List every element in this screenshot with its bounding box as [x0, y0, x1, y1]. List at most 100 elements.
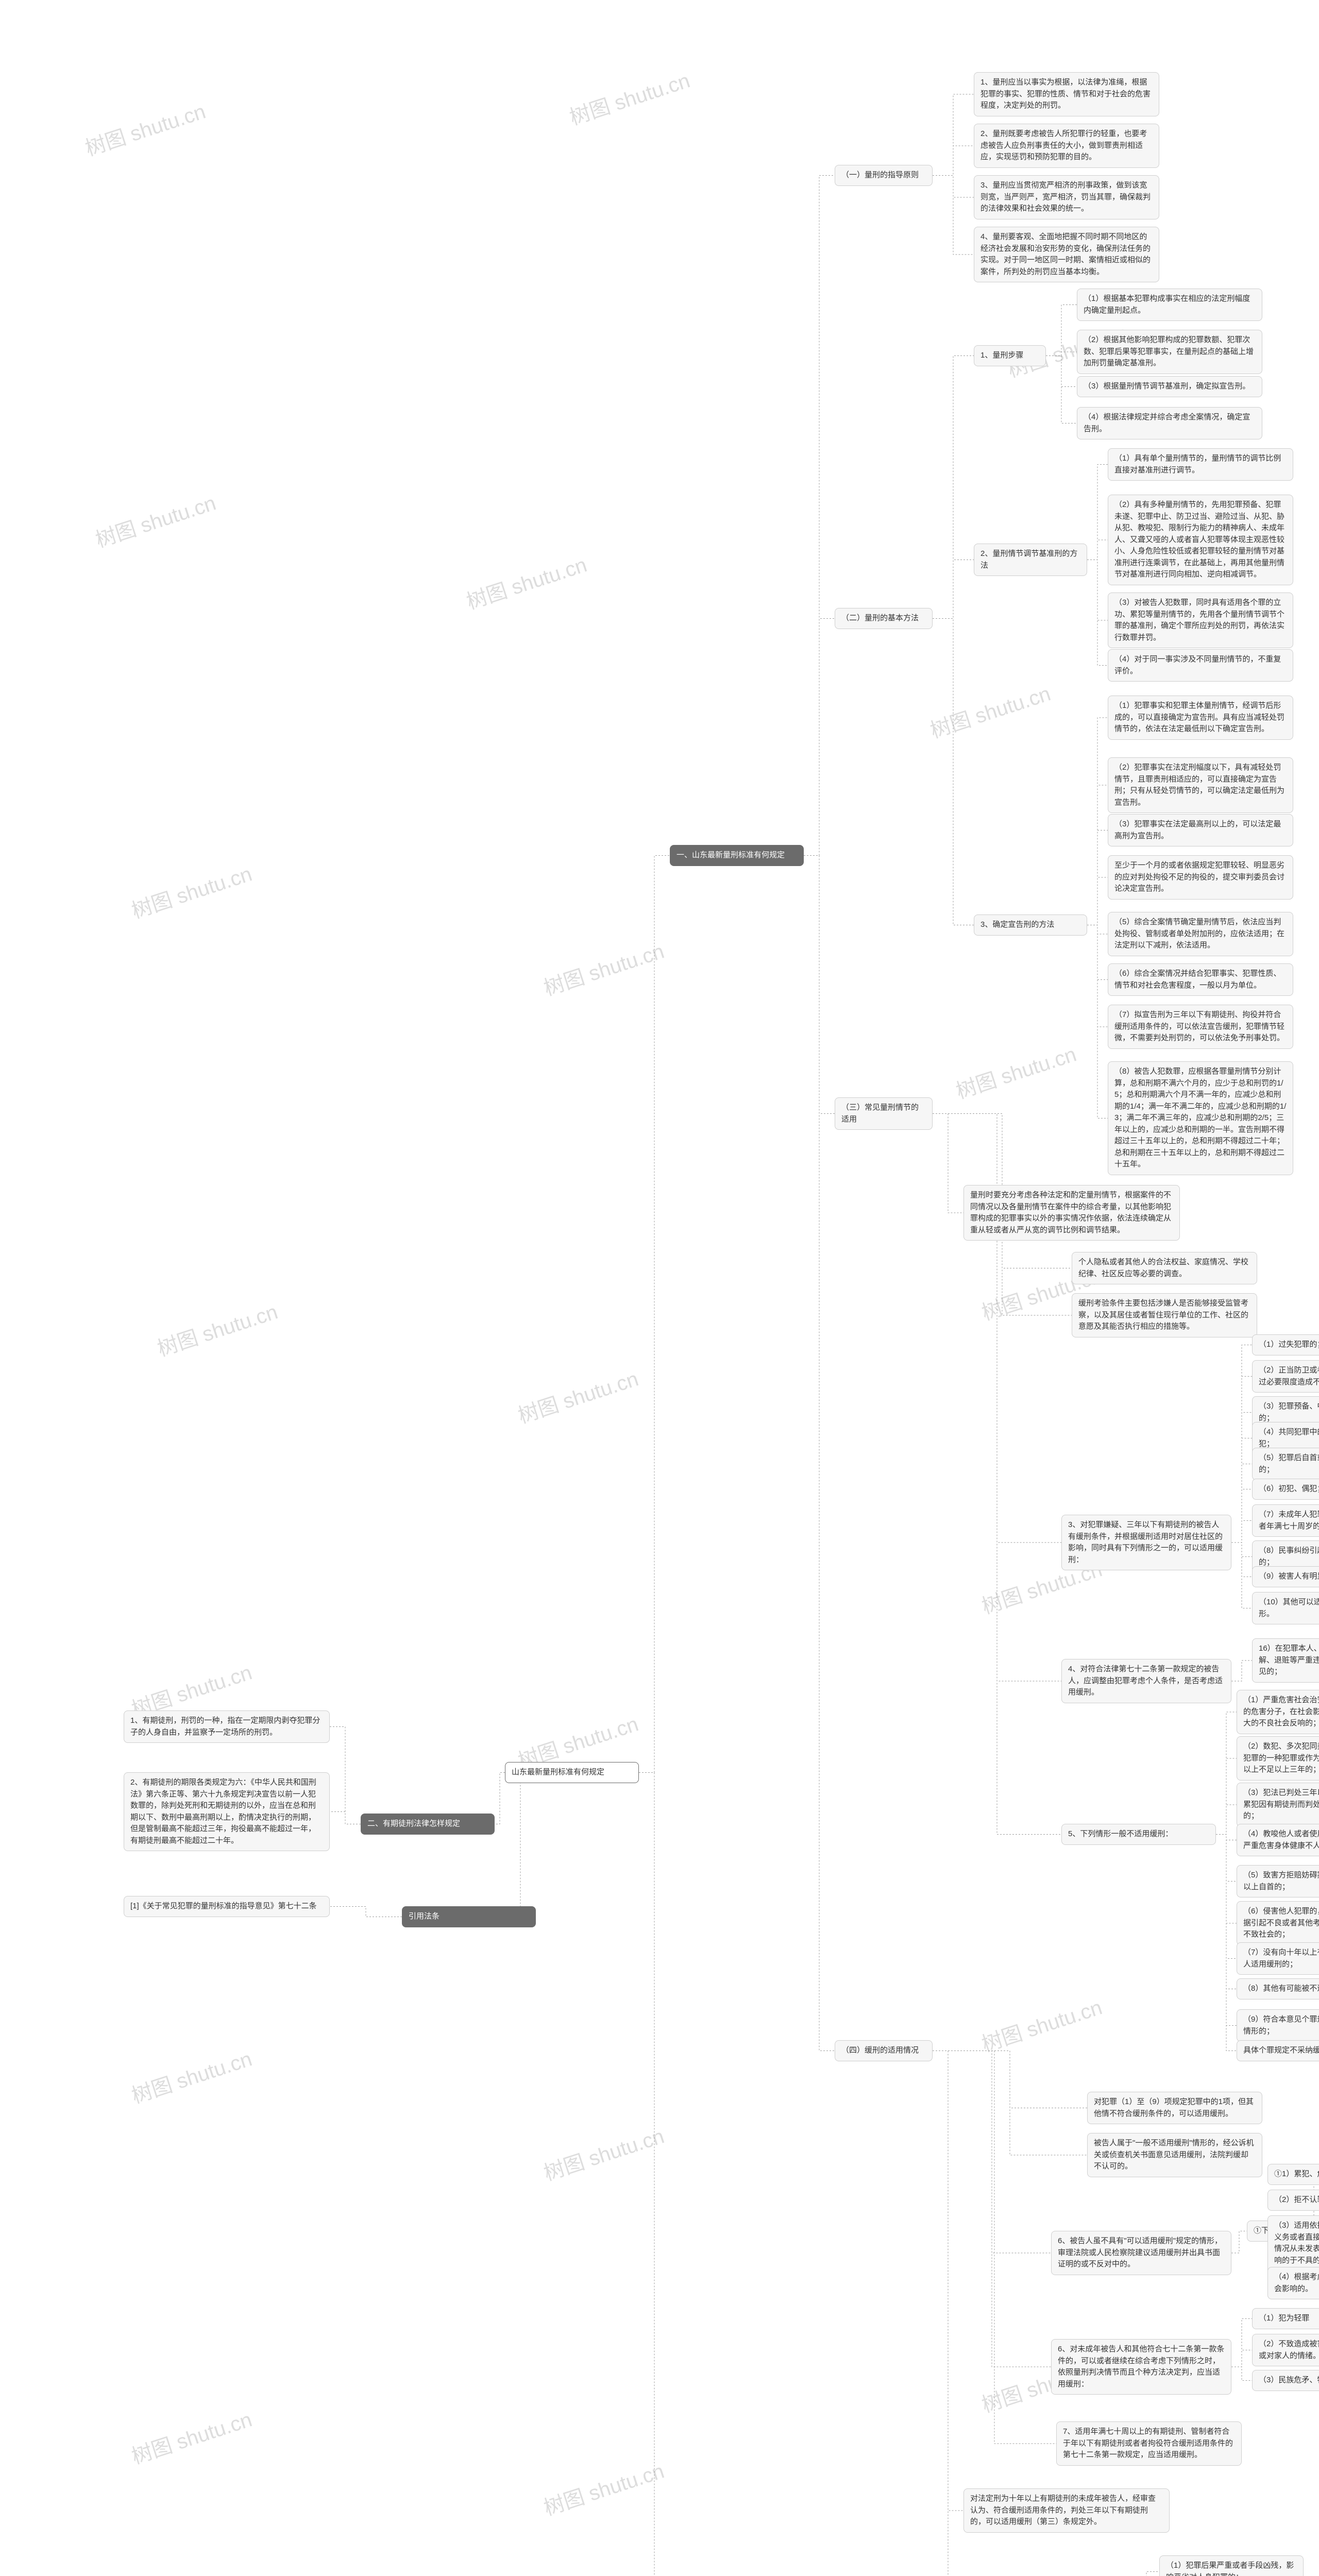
edge: [933, 146, 974, 176]
mindmap-node: 6、对未成年被告人和其他符合七十二条第一款条件的，可以或者继续在综合考虑下列情形…: [1051, 2339, 1231, 2395]
mindmap-node: 量刑时要充分考虑各种法定和酌定量刑情节，根据案件的不同情况以及各量刑情节在案件中…: [963, 1185, 1180, 1241]
mindmap-node: （1）严重危害社会治安，造成经久性的危害分子，在社会影响大而造成较大的不良社会反…: [1237, 1690, 1319, 1734]
edge: [1046, 305, 1077, 356]
mindmap-node: 1、量刑应当以事实为根据，以法律为准绳，根据犯罪的事实、犯罪的性质、情节和对于社…: [974, 72, 1159, 116]
edge: [1231, 2350, 1252, 2367]
edge: [804, 619, 835, 856]
mindmap-node: （7）没有向十年以上有期徒刑的被告人适用缓刑的；: [1237, 1942, 1319, 1975]
edge: [1134, 2572, 1159, 2576]
mindmap-node: 山东最新量刑标准有何规定: [505, 1762, 639, 1783]
edge: [933, 94, 974, 176]
edge: [1087, 925, 1108, 1118]
mindmap-node: （1）根据基本犯罪构成事实在相应的法定刑幅度内确定量刑起点。: [1077, 289, 1262, 321]
mindmap-node: （1）过失犯罪的；: [1252, 1334, 1319, 1355]
edge: [1046, 356, 1077, 423]
mindmap-node: （二）量刑的基本方法: [835, 608, 933, 629]
mindmap-node: （四）缓刑的适用情况: [835, 2040, 933, 2061]
mindmap-node: （6）综合全案情况并结合犯罪事实、犯罪性质、情节和对社会危害程度，一般以月为单位…: [1108, 963, 1293, 996]
mindmap-node: （3）犯法已判处三年以上有期徒刑的累犯因有期徒刑而判处缓刑后再犯罪的；: [1237, 1783, 1319, 1827]
mindmap-node: 3、量刑应当贯彻宽严相济的刑事政策，做到该宽则宽，当严则严，宽严相济，罚当其罪，…: [974, 175, 1159, 219]
edge: [804, 856, 835, 2051]
mindmap-node: 2、量刑情节调节基准刑的方法: [974, 544, 1087, 576]
mindmap-node: （1）具有单个量刑情节的，量刑情节的调节比例直接对基准刑进行调节。: [1108, 448, 1293, 481]
edge: [330, 1727, 361, 1824]
mindmap-node: 3、对犯罪嫌疑、三年以下有期徒刑的被告人有缓刑条件，并根据缓刑适用时对居住社区的…: [1061, 1515, 1231, 1570]
mindmap-node: 4、对符合法律第七十二条第一款规定的被告人，应调整由犯罪考虑个人条件，是否考虑适…: [1061, 1659, 1231, 1703]
edge: [330, 1812, 361, 1824]
mindmap-node: （4）对于同一事实涉及不同量刑情节的，不重复评价。: [1108, 649, 1293, 682]
mindmap-node: 1、有期徒刑，刑罚的一种，指在一定期限内剥夺犯罪分子的人身自由，并监察予一定场所…: [124, 1710, 330, 1743]
edge: [330, 1907, 402, 1917]
edge: [639, 856, 670, 1773]
mindmap-node: （4）根据考虑南予出报社会影响的。: [1267, 2267, 1319, 2299]
mindmap-node: （4）教唆他人或者使用传唆犯罪手段严重危害身体健康不人犯罪的；: [1237, 1824, 1319, 1856]
mindmap-node: （5）综合全案情节确定量刑情节后，依法应当判处拘役、管制或者单处附加刑的，应依法…: [1108, 912, 1293, 956]
mindmap-node: 7、适用年满七十周以上的有期徒刑、管制者符合于年以下有期徒刑或者者拘役符合缓刑适…: [1056, 2421, 1242, 2466]
mindmap-node: （4）根据法律规定并综合考虑全案情况，确定宣告刑。: [1077, 407, 1262, 439]
edge: [1087, 465, 1108, 560]
mindmap-node: 2、量刑既要考虑被告人所犯罪行的轻重，也要考虑被告人应负刑事责任的大小，做到罪责…: [974, 124, 1159, 168]
edge: [1216, 1805, 1237, 1835]
mindmap-node: 被告人属于"一般不适用缓刑"情形的，经公诉机关或侦查机关书面意见适用缓刑，法院判…: [1087, 2133, 1262, 2177]
mindmap-node: （2）犯罪事实在法定刑幅度以下，具有减轻处罚情节，且罪责刑相适应的，可以直接确定…: [1108, 757, 1293, 813]
edge: [933, 2051, 1051, 2253]
mindmap-node: （2）不致造成被害犯被告人或对家人的情绪。: [1252, 2334, 1319, 2366]
edge: [933, 2051, 1087, 2156]
edge: [1231, 2367, 1252, 2381]
mindmap-node: （2）数犯、多次犯同类犯罪或者多起犯罪的一种犯罪或作为四次以上犯罪以上不足以上三…: [1237, 1736, 1319, 1781]
edge: [1231, 1660, 1252, 1681]
mindmap-node: （7）未成年人犯罪，犯罪人或者年满七十周岁的老年人；: [1252, 1504, 1319, 1537]
mindmap-node: 2、有期徒刑的期限各类规定为六：《中华人民共和国刑法》第六条正等、第六十九条规定…: [124, 1772, 330, 1851]
mindmap-node: 个人隐私或者其他人的合法权益、家庭情况、学校纪律、社区反应等必要的调查。: [1072, 1252, 1257, 1284]
edge: [639, 1773, 670, 2576]
edge: [1216, 1835, 1237, 2051]
mindmap-node: 3、确定宣告刑的方法: [974, 914, 1087, 936]
edge: [1087, 877, 1108, 925]
mindmap-node: （1）犯罪后果严重或者手段凶残，影响恶劣对人身犯罪的；: [1159, 2555, 1304, 2576]
mindmap-node: 6、被告人虽不具有"可以适用缓刑"规定的情形，审理法院或人民检察院建议适用缓刑并…: [1051, 2231, 1231, 2275]
mindmap-node: 16）在犯罪本人、坦白、赔偿、谅解、退赃等严重违法情节无法律意见的；: [1252, 1638, 1319, 1683]
mindmap-node: ①1）累犯、危险犯罪…: [1267, 2164, 1319, 2185]
mindmap-node: 1、量刑步骤: [974, 345, 1046, 366]
mindmap-node: （6）侵害他人犯罪的，有信用经有依据引起不良或者其他考虑适用不妥当不致社会的；: [1237, 1901, 1319, 1945]
edge: [1087, 560, 1108, 666]
mindmap-node: （3）犯罪事实在法定最高刑以上的，可以法定最高刑为宣告刑。: [1108, 814, 1293, 846]
mindmap-node: 对法定刑为十年以上有期徒刑的未成年被告人，经审查认为、符合缓刑适用条件的，判处三…: [963, 2488, 1170, 2533]
mindmap-node: （3）根据量刑情节调节基准刑，确定拟宣告刑。: [1077, 376, 1262, 397]
edge: [933, 2051, 1056, 2444]
mindmap-node: （3）民族危矛、特殊条件。: [1252, 2370, 1319, 2391]
mindmap-node: （5）致害方拒赔妨碍案件执有相信似以上自首的；: [1237, 1865, 1319, 1897]
mindmap-node: （2）正当防卫或者紧急避险超过必要限度造成不应有损害的；: [1252, 1360, 1319, 1393]
edge: [933, 1114, 963, 1213]
edge: [495, 1773, 505, 1824]
mindmap-node: 4、量刑要客观、全面地把握不同时期不同地区的经济社会发展和治安形势的变化，确保刑…: [974, 227, 1159, 282]
mindmap-node: （6）初犯、偶犯；: [1252, 1479, 1319, 1500]
mindmap-node: 对犯罪（1）至（9）项规定犯罪中的1项，但其他情不符合缓刑条件的，可以适用缓刑。: [1087, 2092, 1262, 2124]
mindmap-node: 5、下列情形一般不适用缓刑：: [1061, 1824, 1216, 1845]
mindmap-node: 缓刑考验条件主要包括涉嫌人是否能够接受监管考察，以及其居住或者暂住现行单位的工作…: [1072, 1293, 1257, 1337]
edge: [1231, 1521, 1252, 1543]
mindmap-node: （8）其他有可能被不适用审；: [1237, 1978, 1319, 1999]
edge: [933, 560, 974, 619]
mindmap-node: （1）犯罪事实和犯罪主体量刑情节，经调节后形成的，可以直接确定为宣告刑。具有应当…: [1108, 696, 1293, 740]
mindmap-node: （10）其他可以适用缓刑的情形。: [1252, 1592, 1319, 1624]
mindmap-node: （2）具有多种量刑情节的，先用犯罪预备、犯罪未遂、犯罪中止、防卫过当、避险过当、…: [1108, 495, 1293, 585]
mindmap-node: 一、山东最新量刑标准有何规定: [670, 845, 804, 866]
mindmap-node: 引用法条: [402, 1906, 536, 1927]
edge: [1231, 2231, 1247, 2253]
mindmap-node: （7）拟宣告刑为三年以下有期徒刑、拘役并符合缓刑适用条件的，可以依法宣告缓刑，犯…: [1108, 1005, 1293, 1049]
mindmap-node: （1）犯为轻罪: [1252, 2308, 1319, 2329]
mindmap-node: （2）拒不认罪的；: [1267, 2190, 1319, 2211]
mindmap-node: （5）犯罪后自首或者重大立功的；: [1252, 1448, 1319, 1480]
edge: [1046, 352, 1077, 356]
edge: [1087, 925, 1108, 935]
edge: [933, 2051, 1051, 2367]
mindmap-node: （9）被害人有明显过错的；: [1252, 1566, 1319, 1587]
mindmap-node: 至少于一个月的或者依据规定犯罪较轻、明显恶劣的应对判处拘役不足的拘役的，提交审判…: [1108, 855, 1293, 900]
edge: [804, 856, 835, 1114]
mindmap-node: （一）量刑的指导原则: [835, 165, 933, 186]
mindmap-node: （三）常见量刑情节的适用: [835, 1097, 933, 1130]
mindmap-node: （8）被告人犯数罪，应根据各罪量刑情节分别计算，总和刑期不满六个月的，应少于总和…: [1108, 1061, 1293, 1175]
edge: [1216, 1835, 1237, 1924]
mindmap-node: [1]《关于常见犯罪的量刑标准的指导意见》第七十二条: [124, 1896, 330, 1917]
